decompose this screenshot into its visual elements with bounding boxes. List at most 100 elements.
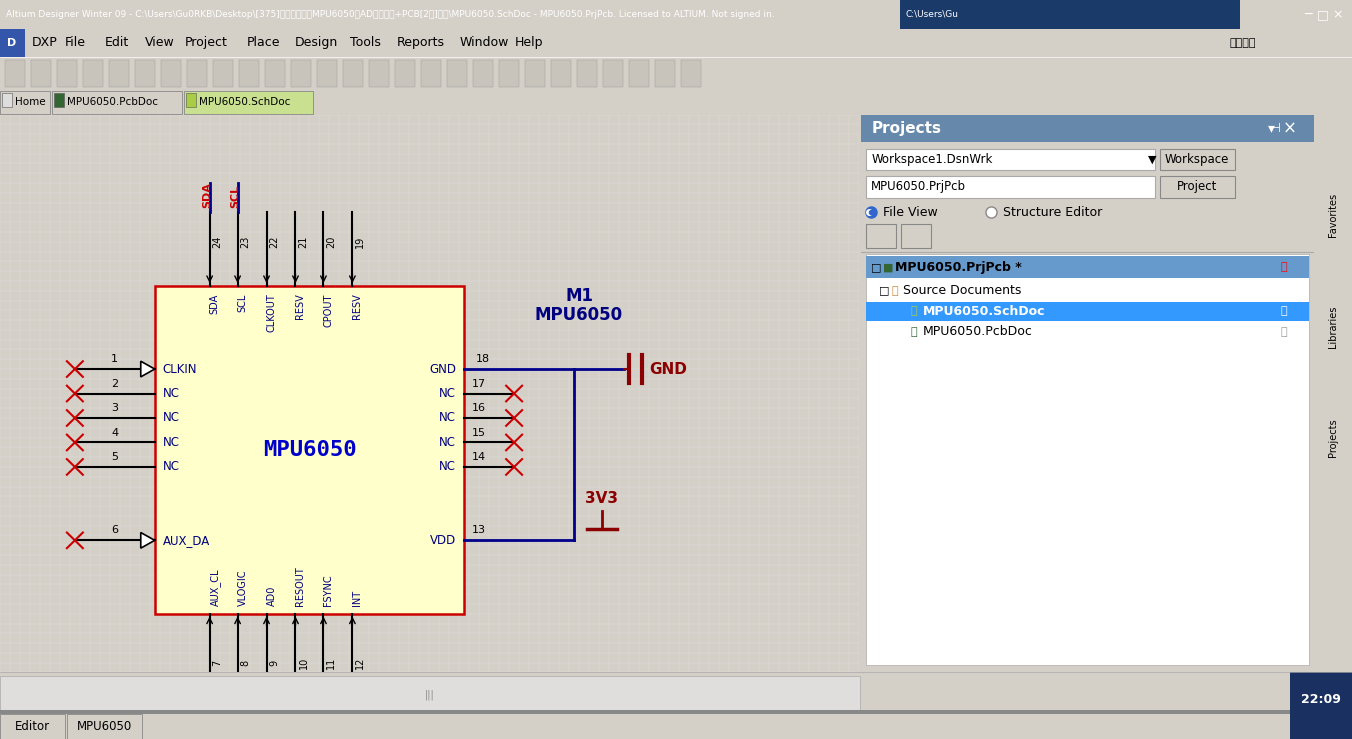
Text: GND: GND <box>429 363 456 375</box>
Bar <box>1160 149 1234 171</box>
Text: View: View <box>145 36 174 50</box>
Bar <box>31 61 51 87</box>
Bar <box>82 61 103 87</box>
Bar <box>629 61 649 87</box>
Text: ▾: ▾ <box>1268 121 1275 135</box>
Bar <box>0 714 65 739</box>
Text: MPU6050.SchDoc: MPU6050.SchDoc <box>199 98 291 107</box>
Text: ×: × <box>1282 119 1297 137</box>
Text: GND: GND <box>649 361 687 377</box>
Polygon shape <box>141 361 154 377</box>
Text: NC: NC <box>439 412 456 424</box>
Text: 13: 13 <box>472 525 487 536</box>
Text: Projects: Projects <box>871 120 941 136</box>
Bar <box>1290 672 1352 739</box>
Bar <box>291 61 311 87</box>
Bar <box>654 61 675 87</box>
Bar <box>316 61 337 87</box>
Text: 📄: 📄 <box>911 306 918 316</box>
Text: RESV: RESV <box>353 293 362 319</box>
Text: 拢摘上传: 拢摘上传 <box>1230 38 1256 48</box>
Bar <box>867 224 896 248</box>
Bar <box>51 92 181 114</box>
Text: NC: NC <box>162 412 180 424</box>
Text: DXP: DXP <box>32 36 58 50</box>
Text: AD0: AD0 <box>266 585 277 606</box>
Text: NC: NC <box>162 460 180 474</box>
Text: Edit: Edit <box>104 36 128 50</box>
Bar <box>184 92 314 114</box>
Text: CLKIN: CLKIN <box>162 363 197 375</box>
Text: MPU6050.PcbDoc: MPU6050.PcbDoc <box>923 325 1033 338</box>
Bar <box>867 149 1155 171</box>
Text: 🗎: 🗎 <box>1280 262 1287 272</box>
Text: AUX_DA: AUX_DA <box>162 534 210 547</box>
Text: NC: NC <box>162 387 180 400</box>
Bar <box>681 61 700 87</box>
Text: Libraries: Libraries <box>1328 305 1338 348</box>
Text: Altium Designer Winter 09 - C:\Users\Gu0RKB\Desktop\[375]陀螺仪传感器MPU6050类AD版原理图+PC: Altium Designer Winter 09 - C:\Users\Gu0… <box>5 10 775 19</box>
Bar <box>1 93 12 107</box>
Text: 17: 17 <box>472 378 487 389</box>
Text: Source Documents: Source Documents <box>903 285 1021 297</box>
Text: Favorites: Favorites <box>1328 193 1338 237</box>
Text: RESOUT: RESOUT <box>296 566 306 606</box>
Text: CLKOUT: CLKOUT <box>266 293 277 333</box>
Text: ⊣: ⊣ <box>1270 122 1280 134</box>
Bar <box>68 714 142 739</box>
Text: INT: INT <box>353 590 362 606</box>
Bar <box>265 61 285 87</box>
Text: Workspace1.DsnWrk: Workspace1.DsnWrk <box>871 153 992 166</box>
Text: 3V3: 3V3 <box>585 491 618 506</box>
Bar <box>420 61 441 87</box>
Text: File View: File View <box>883 206 938 219</box>
Text: 9: 9 <box>269 660 280 666</box>
Text: MPU6050.PrjPcb *: MPU6050.PrjPcb * <box>895 261 1022 273</box>
Bar <box>110 61 128 87</box>
Bar <box>54 93 64 107</box>
Text: 8: 8 <box>241 660 250 666</box>
Text: 24: 24 <box>212 236 223 248</box>
Text: CPOUT: CPOUT <box>323 293 334 327</box>
Bar <box>0 92 50 114</box>
Text: C:\Users\Gu: C:\Users\Gu <box>904 10 959 19</box>
Text: 14: 14 <box>472 452 487 462</box>
Text: 22:09: 22:09 <box>1301 692 1341 706</box>
Text: Structure Editor: Structure Editor <box>1003 206 1102 219</box>
Bar <box>135 61 155 87</box>
Text: NC: NC <box>162 436 180 449</box>
Text: SDA: SDA <box>210 293 219 314</box>
Text: |||: ||| <box>425 689 435 700</box>
Text: AUX_CL: AUX_CL <box>210 568 220 606</box>
Text: □: □ <box>1317 8 1329 21</box>
Text: Editor: Editor <box>15 720 50 733</box>
Text: 📁: 📁 <box>891 286 898 296</box>
Text: RESV: RESV <box>296 293 306 319</box>
Text: SDA: SDA <box>203 182 212 208</box>
Bar <box>57 61 77 87</box>
Text: Place: Place <box>247 36 280 50</box>
Text: 11: 11 <box>326 656 337 669</box>
Bar <box>603 61 623 87</box>
Text: 4: 4 <box>111 428 119 437</box>
Bar <box>369 61 389 87</box>
Text: Tools: Tools <box>350 36 380 50</box>
Text: File: File <box>65 36 85 50</box>
Bar <box>577 61 598 87</box>
Text: MPU6050: MPU6050 <box>76 720 131 733</box>
Bar <box>900 0 1240 29</box>
Bar <box>395 61 415 87</box>
Text: 16: 16 <box>472 403 487 413</box>
Text: □: □ <box>879 286 890 296</box>
Text: Design: Design <box>295 36 338 50</box>
Bar <box>214 61 233 87</box>
Text: NC: NC <box>439 387 456 400</box>
Text: 18: 18 <box>476 354 491 364</box>
Text: 20: 20 <box>326 236 337 248</box>
Bar <box>867 256 1309 278</box>
Bar <box>900 224 932 248</box>
Text: ■: ■ <box>883 262 894 272</box>
Bar <box>343 61 362 87</box>
Text: 2: 2 <box>111 378 119 389</box>
Bar <box>0 710 1290 714</box>
